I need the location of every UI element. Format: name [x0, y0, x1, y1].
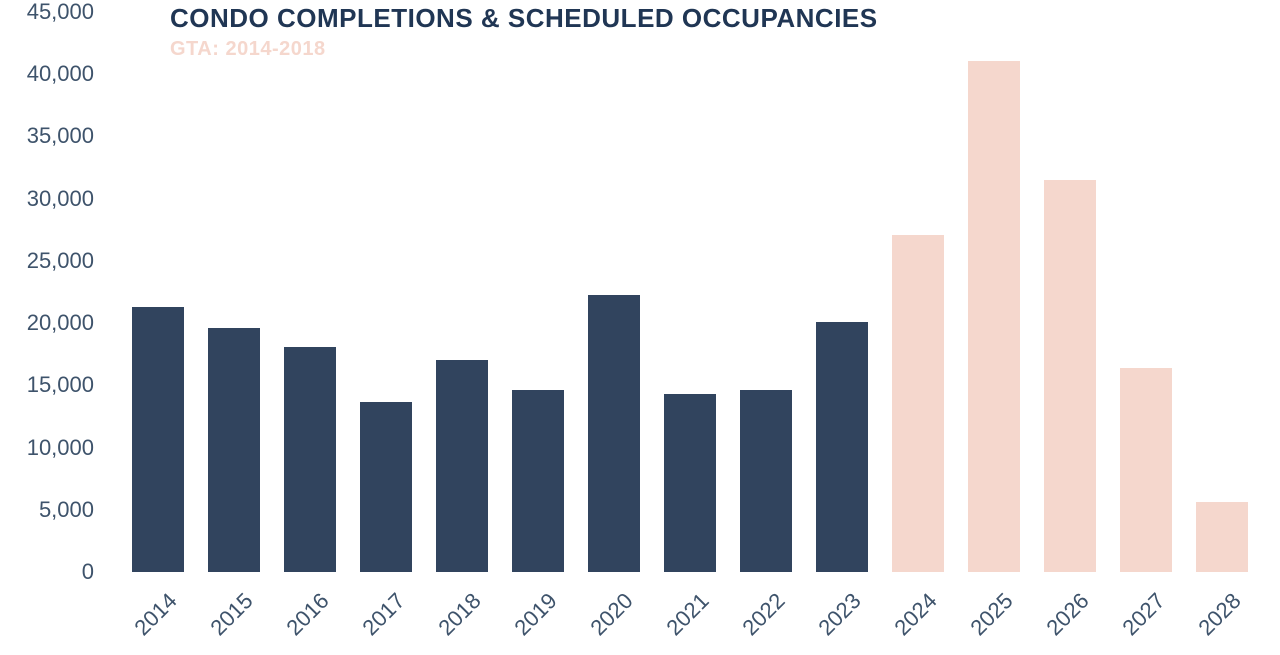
x-tick-label: 2017	[357, 588, 410, 641]
bar	[892, 235, 944, 572]
y-axis: 05,00010,00015,00020,00025,00030,00035,0…	[0, 12, 108, 572]
x-tick-label: 2014	[129, 588, 182, 641]
x-tick-label: 2027	[1117, 588, 1170, 641]
bar	[1044, 180, 1096, 572]
x-tick-label: 2018	[433, 588, 486, 641]
x-tick-label: 2019	[509, 588, 562, 641]
y-tick-label: 40,000	[0, 61, 94, 87]
bar	[1120, 368, 1172, 572]
x-tick-label: 2023	[813, 588, 866, 641]
x-tick-label: 2015	[205, 588, 258, 641]
bar	[740, 390, 792, 572]
bar	[512, 390, 564, 572]
x-tick-label: 2020	[585, 588, 638, 641]
x-axis: 2014 2015 2016 2017 2018 2019 2020 2021 2022 2023…	[120, 580, 1260, 650]
bar	[968, 61, 1020, 572]
plot-area	[120, 12, 1260, 572]
bar	[208, 328, 260, 572]
x-tick-label: 2025	[965, 588, 1018, 641]
x-tick-label: 2021	[661, 588, 714, 641]
y-tick-label: 0	[0, 559, 94, 585]
y-tick-label: 35,000	[0, 123, 94, 149]
bar	[1196, 502, 1248, 572]
x-tick-label: 2022	[737, 588, 790, 641]
chart-container: CONDO COMPLETIONS & SCHEDULED OCCUPANCIE…	[0, 0, 1280, 655]
y-tick-label: 15,000	[0, 372, 94, 398]
y-tick-label: 20,000	[0, 310, 94, 336]
bar	[360, 402, 412, 572]
bar	[664, 394, 716, 572]
y-tick-label: 5,000	[0, 497, 94, 523]
bar	[816, 322, 868, 572]
y-tick-label: 25,000	[0, 248, 94, 274]
bar	[436, 360, 488, 572]
bars-group	[120, 12, 1260, 572]
bar	[588, 295, 640, 573]
y-tick-label: 30,000	[0, 186, 94, 212]
x-tick-label: 2026	[1041, 588, 1094, 641]
bar	[284, 347, 336, 572]
bar	[132, 307, 184, 572]
y-tick-label: 10,000	[0, 435, 94, 461]
x-tick-label: 2016	[281, 588, 334, 641]
x-tick-label: 2024	[889, 588, 942, 641]
y-tick-label: 45,000	[0, 0, 94, 25]
x-tick-label: 2028	[1193, 588, 1246, 641]
